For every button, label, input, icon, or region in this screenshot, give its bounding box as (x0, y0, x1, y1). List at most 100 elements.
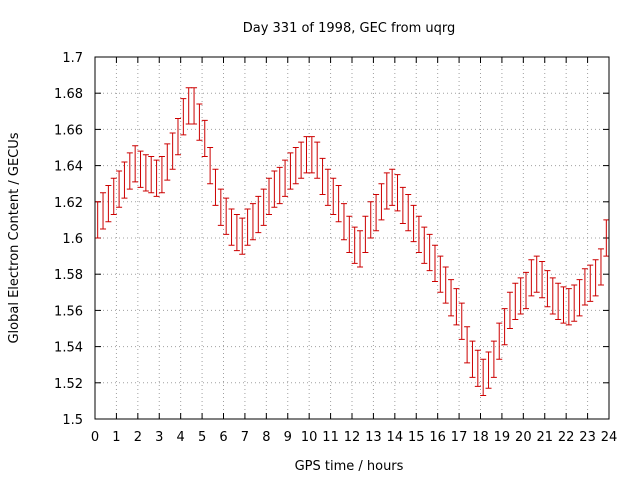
y-tick-label: 1.52 (54, 377, 83, 392)
data-point-errorbar (442, 266, 449, 304)
y-tick-label: 1.56 (54, 304, 83, 319)
x-tick-label: 24 (601, 430, 618, 445)
data-point-errorbar (453, 288, 460, 326)
data-point-errorbar (298, 141, 305, 179)
data-point-errorbar (255, 195, 262, 234)
x-tick-label: 22 (558, 430, 575, 445)
y-tick-label: 1.54 (54, 341, 83, 356)
data-point-errorbar (266, 177, 273, 215)
data-point-errorbar (426, 233, 433, 272)
data-point-errorbar (496, 322, 503, 360)
data-point-errorbar (212, 168, 219, 206)
data-point-errorbar (148, 156, 155, 194)
data-point-errorbar (249, 203, 256, 241)
data-point-errorbar (581, 268, 588, 306)
x-tick-label: 5 (198, 430, 206, 445)
data-point-errorbar (555, 282, 562, 320)
y-tick-labels: 1.5 1.52 1.54 1.56 1.58 1.6 1.62 1.64 1.66 1.68 1.… (54, 51, 83, 428)
data-point-errorbar (346, 215, 353, 253)
grid-lines (95, 57, 609, 419)
x-tick-labels: 0 1 2 3 4 5 6 7 8 9 10 11 12 13 14 15 16 17 18 19 20 21 22 23 24 (91, 430, 617, 445)
data-point-errorbar (196, 103, 203, 141)
data-point-errorbar (126, 152, 133, 190)
data-point-errorbar (276, 166, 283, 205)
x-tick-label: 16 (429, 430, 446, 445)
data-point-errorbar (431, 244, 438, 282)
y-tick-label: 1.7 (62, 51, 83, 66)
x-tick-label: 21 (536, 430, 553, 445)
data-point-errorbar (217, 188, 224, 226)
plot-frame (94, 56, 610, 420)
data-point-errorbar (517, 277, 524, 315)
data-point-errorbar (100, 192, 107, 230)
data-point-errorbar (153, 159, 160, 197)
x-tick-label: 13 (365, 430, 382, 445)
data-point-errorbar (94, 201, 101, 239)
y-axis-label: Global Electron Content / GECUs (7, 132, 22, 343)
data-point-errorbar (303, 136, 310, 174)
data-point-errorbar (437, 255, 444, 293)
data-point-errorbar (480, 358, 487, 396)
data-point-errorbar (378, 183, 385, 221)
x-tick-label: 11 (322, 430, 339, 445)
data-point-errorbar (121, 161, 128, 199)
x-tick-label: 4 (177, 430, 185, 445)
y-tick-label: 1.5 (62, 413, 83, 428)
data-point-errorbar (158, 156, 165, 194)
data-point-errorbar (228, 208, 235, 246)
data-point-errorbar (335, 185, 342, 223)
data-point-errorbar (185, 87, 192, 125)
data-point-errorbar (501, 308, 508, 346)
data-point-errorbar (485, 351, 492, 389)
x-tick-label: 2 (134, 430, 142, 445)
data-point-errorbar (174, 118, 181, 156)
data-point-errorbar (394, 174, 401, 212)
chart-title: Day 331 of 1998, GEC from uqrg (243, 21, 456, 36)
data-point-errorbar (464, 326, 471, 364)
data-point-errorbar (169, 132, 176, 170)
data-point-errorbar (357, 230, 364, 268)
data-point-errorbar (271, 170, 278, 208)
x-tick-label: 20 (515, 430, 532, 445)
data-point-errorbar (319, 157, 326, 196)
data-point-errorbar (571, 284, 578, 322)
data-point-errorbar (576, 279, 583, 317)
x-axis-label: GPS time / hours (295, 459, 404, 474)
data-point-errorbar (373, 194, 380, 232)
x-tick-label: 6 (219, 430, 227, 445)
data-point-errorbar (383, 172, 390, 210)
data-point-errorbar (506, 291, 513, 329)
data-point-errorbar (351, 226, 358, 264)
data-point-errorbar (549, 277, 556, 315)
data-point-errorbar (233, 213, 240, 252)
data-point-errorbar (405, 194, 412, 232)
data-point-errorbar (389, 168, 396, 206)
data-point-errorbar (164, 143, 171, 181)
data-point-errorbar (415, 215, 422, 253)
data-point-errorbar (448, 279, 455, 317)
data-point-errorbar (458, 302, 465, 340)
x-tick-label: 8 (262, 430, 270, 445)
data-point-errorbar (592, 259, 599, 297)
data-series (94, 87, 610, 396)
data-point-errorbar (314, 141, 321, 179)
x-tick-label: 14 (387, 430, 404, 445)
x-tick-label: 15 (408, 430, 425, 445)
data-point-errorbar (282, 159, 289, 197)
data-point-errorbar (362, 215, 369, 253)
data-point-errorbar (330, 177, 337, 215)
data-point-errorbar (260, 188, 267, 226)
data-point-errorbar (587, 264, 594, 302)
x-tick-label: 17 (451, 430, 468, 445)
data-point-errorbar (528, 259, 535, 297)
data-point-errorbar (308, 136, 315, 174)
x-tick-label: 18 (472, 430, 489, 445)
data-point-errorbar (239, 217, 246, 255)
data-point-errorbar (421, 226, 428, 264)
x-tick-label: 23 (579, 430, 596, 445)
data-point-errorbar (560, 286, 567, 324)
x-tick-label: 3 (155, 430, 163, 445)
data-point-errorbar (512, 282, 519, 320)
